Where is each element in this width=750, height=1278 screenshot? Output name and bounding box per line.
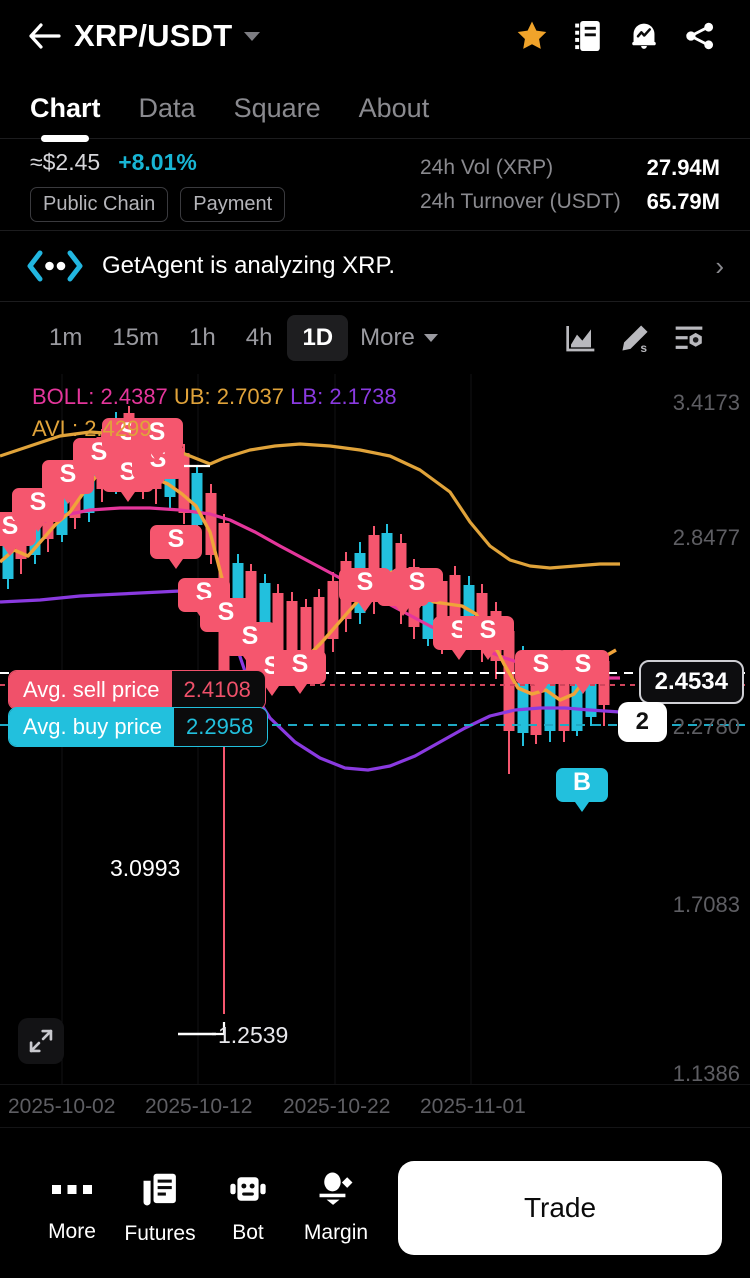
- avg-sell-price-label: Avg. sell price: [9, 671, 172, 709]
- chart-low-label: 1.2539: [218, 1022, 289, 1048]
- avg-buy-price-value: 2.2958: [174, 708, 268, 746]
- section-tabs: Chart Data Square About: [0, 72, 750, 138]
- y-axis-label-3: 1.7083: [672, 892, 740, 917]
- price-alert-bell-icon[interactable]: [616, 12, 672, 60]
- avg-sell-price-badge[interactable]: Avg. sell price 2.4108: [8, 670, 266, 710]
- chart-high-label: 3.0993: [110, 855, 181, 881]
- y-axis-label-1: 2.8477: [672, 525, 740, 550]
- order-book-icon[interactable]: [560, 12, 616, 60]
- change-percent: +8.01%: [118, 149, 197, 175]
- avg-sell-price-value: 2.4108: [171, 671, 265, 709]
- stat-value-volume: 27.94M: [646, 155, 720, 180]
- timeframe-more-label: More: [360, 324, 415, 351]
- timeframe-bar: 1m 15m 1h 4h 1D More s: [0, 302, 750, 374]
- y-axis-label-4: 1.1386: [672, 1061, 740, 1084]
- price-chart[interactable]: Bitget S B: [0, 374, 750, 1084]
- svg-text:s: s: [640, 341, 647, 354]
- trade-button[interactable]: Trade: [398, 1161, 722, 1255]
- timeframe-1h[interactable]: 1h: [189, 324, 216, 351]
- bottom-nav-bot-label: Bot: [232, 1221, 264, 1244]
- header-divider: [0, 138, 750, 139]
- bottom-nav-futures[interactable]: Futures: [116, 1170, 204, 1246]
- timeframe-15m[interactable]: 15m: [112, 324, 160, 351]
- share-icon[interactable]: [672, 12, 728, 60]
- bottom-nav-bot[interactable]: Bot: [204, 1171, 292, 1245]
- page-title[interactable]: XRP/USDT: [74, 18, 233, 53]
- stat-label-turnover: 24h Turnover (USDT): [420, 190, 621, 213]
- position-count-badge[interactable]: 2: [617, 702, 667, 742]
- expand-fullscreen-icon[interactable]: [18, 1018, 64, 1064]
- tag-payment[interactable]: Payment: [180, 187, 286, 222]
- getagent-text: GetAgent is analyzing XRP.: [102, 252, 396, 279]
- x-axis-label-2: 2025-10-22: [283, 1095, 391, 1118]
- x-axis-label-3: 2025-11-01: [420, 1095, 526, 1118]
- stats-left-column: ≈$2.45 +8.01% Public Chain Payment: [30, 149, 420, 222]
- bottom-nav-margin[interactable]: Margin: [292, 1171, 380, 1245]
- timeframe-1d[interactable]: 1D: [287, 315, 349, 361]
- avg-buy-price-label: Avg. buy price: [9, 708, 175, 746]
- drawing-tools-icon[interactable]: s: [608, 315, 662, 361]
- bottom-nav-more-label: More: [48, 1220, 96, 1243]
- bottom-nav-more[interactable]: More: [28, 1172, 116, 1244]
- bottom-nav-margin-label: Margin: [303, 1221, 369, 1244]
- tag-public-chain[interactable]: Public Chain: [30, 187, 169, 222]
- tab-square[interactable]: Square: [233, 93, 321, 123]
- chevron-down-icon[interactable]: [244, 31, 261, 41]
- tab-chart[interactable]: Chart: [30, 93, 101, 138]
- stat-value-turnover: 65.79M: [646, 189, 720, 214]
- tab-data[interactable]: Data: [138, 93, 196, 123]
- timeframe-more-button[interactable]: More: [348, 315, 450, 361]
- bottom-action-bar: More Futures Bot: [0, 1138, 750, 1278]
- agent-divider: [0, 301, 750, 302]
- chevron-down-icon: [423, 334, 438, 342]
- back-button[interactable]: [22, 14, 66, 58]
- bot-icon: [228, 1171, 268, 1212]
- usd-price: ≈$2.45: [30, 149, 101, 175]
- chart-type-icon[interactable]: [554, 315, 608, 361]
- timeframe-1m[interactable]: 1m: [49, 324, 83, 351]
- indicator-settings-icon[interactable]: [662, 315, 716, 361]
- x-axis-label-1: 2025-10-12: [145, 1095, 253, 1118]
- stat-label-volume: 24h Vol (XRP): [420, 156, 554, 179]
- last-price-badge[interactable]: 2.4534: [638, 660, 744, 704]
- getagent-logo-icon: [26, 249, 84, 283]
- stats-divider: [0, 230, 750, 231]
- y-axis-label-2: 2.2780: [672, 714, 740, 739]
- futures-icon: [140, 1170, 180, 1213]
- price-row: ≈$2.45 +8.01%: [30, 149, 420, 176]
- bottom-nav-futures-label: Futures: [124, 1222, 196, 1245]
- more-dots-icon: [50, 1172, 94, 1211]
- market-stats: ≈$2.45 +8.01% Public Chain Payment 24h V…: [0, 139, 750, 230]
- stat-row-turnover: 24h Turnover (USDT) 65.79M: [420, 185, 720, 219]
- x-axis-label-0: 2025-10-02: [8, 1095, 116, 1118]
- tab-about[interactable]: About: [358, 93, 430, 123]
- chart-date-axis: 2025-10-02 2025-10-12 2025-10-22 2025-11…: [0, 1084, 750, 1128]
- margin-icon: [316, 1171, 356, 1212]
- avg-buy-price-badge[interactable]: Avg. buy price 2.2958: [8, 707, 269, 747]
- favorite-star-icon[interactable]: [504, 12, 560, 60]
- timeframe-4h[interactable]: 4h: [245, 324, 273, 351]
- getagent-banner[interactable]: GetAgent is analyzing XRP. ›: [0, 231, 750, 301]
- stats-right-column: 24h Vol (XRP) 27.94M 24h Turnover (USDT)…: [420, 149, 720, 222]
- chevron-right-icon[interactable]: ›: [715, 250, 724, 281]
- category-tags: Public Chain Payment: [30, 187, 420, 222]
- app-header: XRP/USDT: [0, 0, 750, 72]
- stat-row-volume: 24h Vol (XRP) 27.94M: [420, 151, 720, 185]
- y-axis-label-0: 3.4173: [672, 390, 740, 415]
